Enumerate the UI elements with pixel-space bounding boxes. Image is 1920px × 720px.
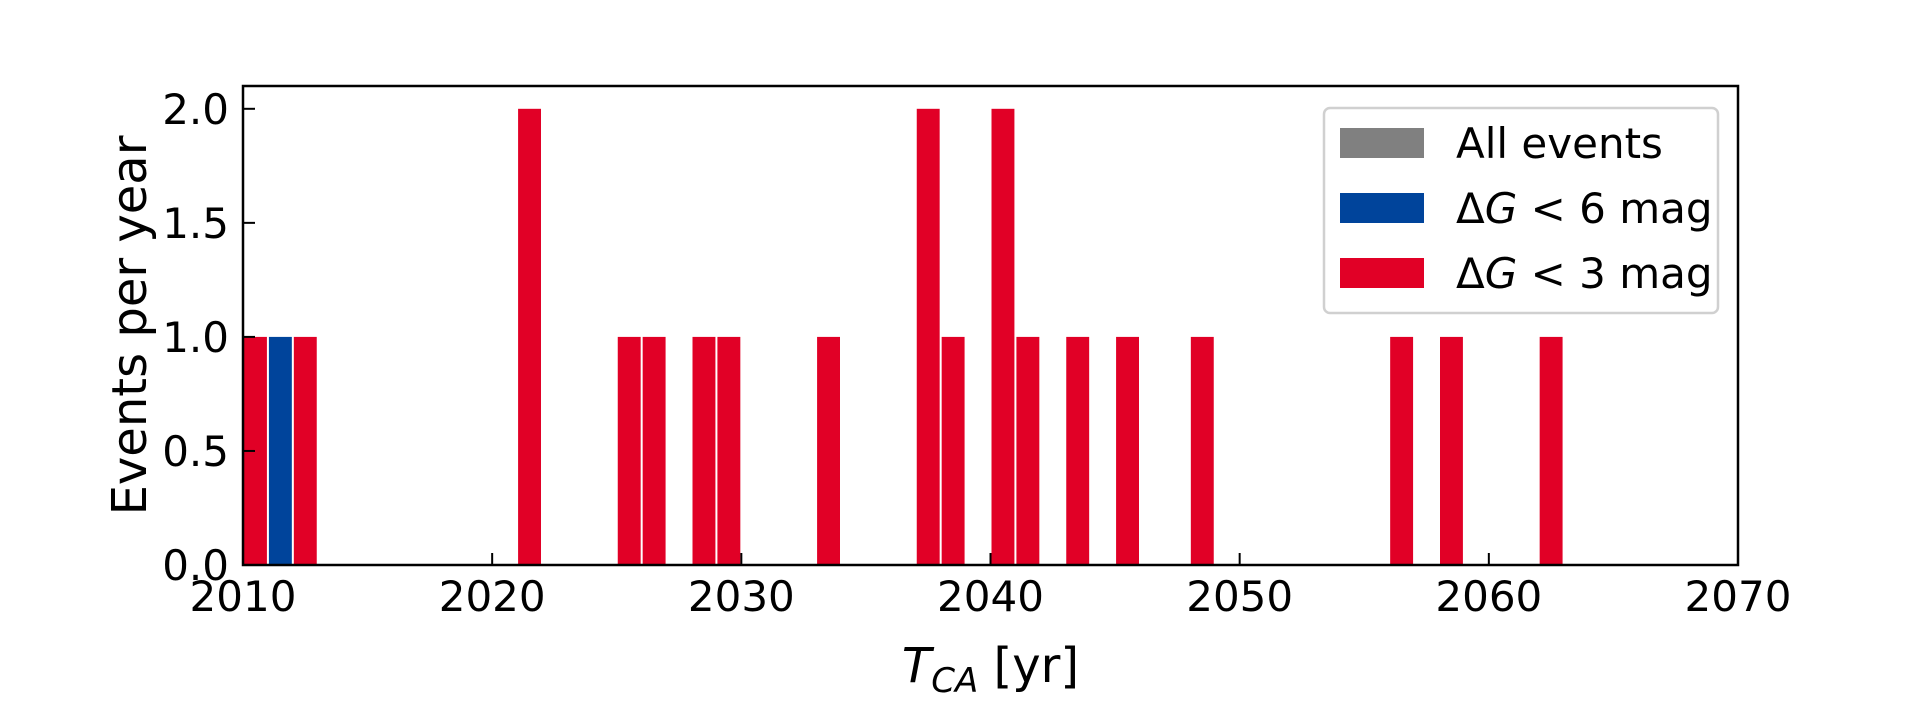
x-axis-label-unit: [yr] — [978, 638, 1079, 694]
y-tick-label: 2.0 — [162, 85, 229, 134]
x-tick-label: 2050 — [1186, 572, 1293, 621]
y-tick-label: 1.0 — [162, 313, 229, 362]
legend-label-2: ΔG < 3 mag — [1456, 249, 1713, 298]
bar-series-2-bin-2040 — [991, 108, 1015, 566]
bar-series-2-bin-2010 — [244, 336, 267, 565]
bar-series-2-bin-2025 — [617, 336, 641, 565]
bar-series-1-bin-2011 — [268, 336, 292, 565]
bar-series-2-bin-2041 — [1016, 336, 1040, 565]
x-axis-label-main: T — [902, 638, 935, 694]
bar-series-2-bin-2029 — [717, 336, 741, 565]
bar-series-2-bin-2037 — [916, 108, 940, 566]
y-tick-label: 1.5 — [162, 199, 229, 248]
legend-label-0: All events — [1456, 119, 1663, 168]
bar-series-2-bin-2033 — [817, 336, 840, 565]
bar-series-2-bin-2048 — [1190, 336, 1214, 565]
y-tick-label: 0.0 — [162, 541, 229, 590]
plot-frame — [241, 84, 1740, 567]
bar-series-2-bin-2028 — [692, 336, 716, 565]
y-tick-label: 0.5 — [162, 427, 229, 476]
ticks-layer: 2010 2020 2030 2040 2050 2060 2070 0.0 0.5 1.0 1.5… — [162, 85, 1791, 621]
x-tick-label: 2030 — [688, 572, 795, 621]
bar-series-2-bin-2012 — [293, 336, 317, 565]
x-tick-label: 2060 — [1435, 572, 1542, 621]
bar-series-2-bin-2043 — [1066, 336, 1090, 565]
legend-swatch-1 — [1340, 193, 1424, 223]
x-axis-label-subscript: CA — [931, 661, 978, 701]
legend-swatch-0 — [1340, 128, 1424, 158]
bar-series-2-bin-2045 — [1116, 336, 1139, 565]
bars-layer — [244, 108, 1563, 566]
bar-series-2-bin-2058 — [1440, 336, 1463, 565]
x-tick-label: 2010 — [190, 572, 297, 621]
legend-label-1: ΔG < 6 mag — [1456, 184, 1713, 233]
legend: All events ΔG < 6 mag ΔG < 3 mag — [1322, 106, 1720, 315]
x-tick-label: 2070 — [1685, 572, 1792, 621]
bar-series-2-bin-2038 — [941, 336, 965, 565]
x-tick-label: 2040 — [937, 572, 1044, 621]
legend-swatch-2 — [1340, 258, 1424, 288]
x-axis-label: TCA [yr] — [902, 638, 1079, 701]
y-axis-label: Events per year — [102, 135, 158, 515]
bar-series-2-bin-2062 — [1539, 336, 1563, 565]
bar-series-2-bin-2026 — [642, 336, 666, 565]
bar-series-2-bin-2056 — [1390, 336, 1414, 565]
x-tick-label: 2020 — [439, 572, 546, 621]
bar-series-2-bin-2021 — [518, 108, 541, 566]
